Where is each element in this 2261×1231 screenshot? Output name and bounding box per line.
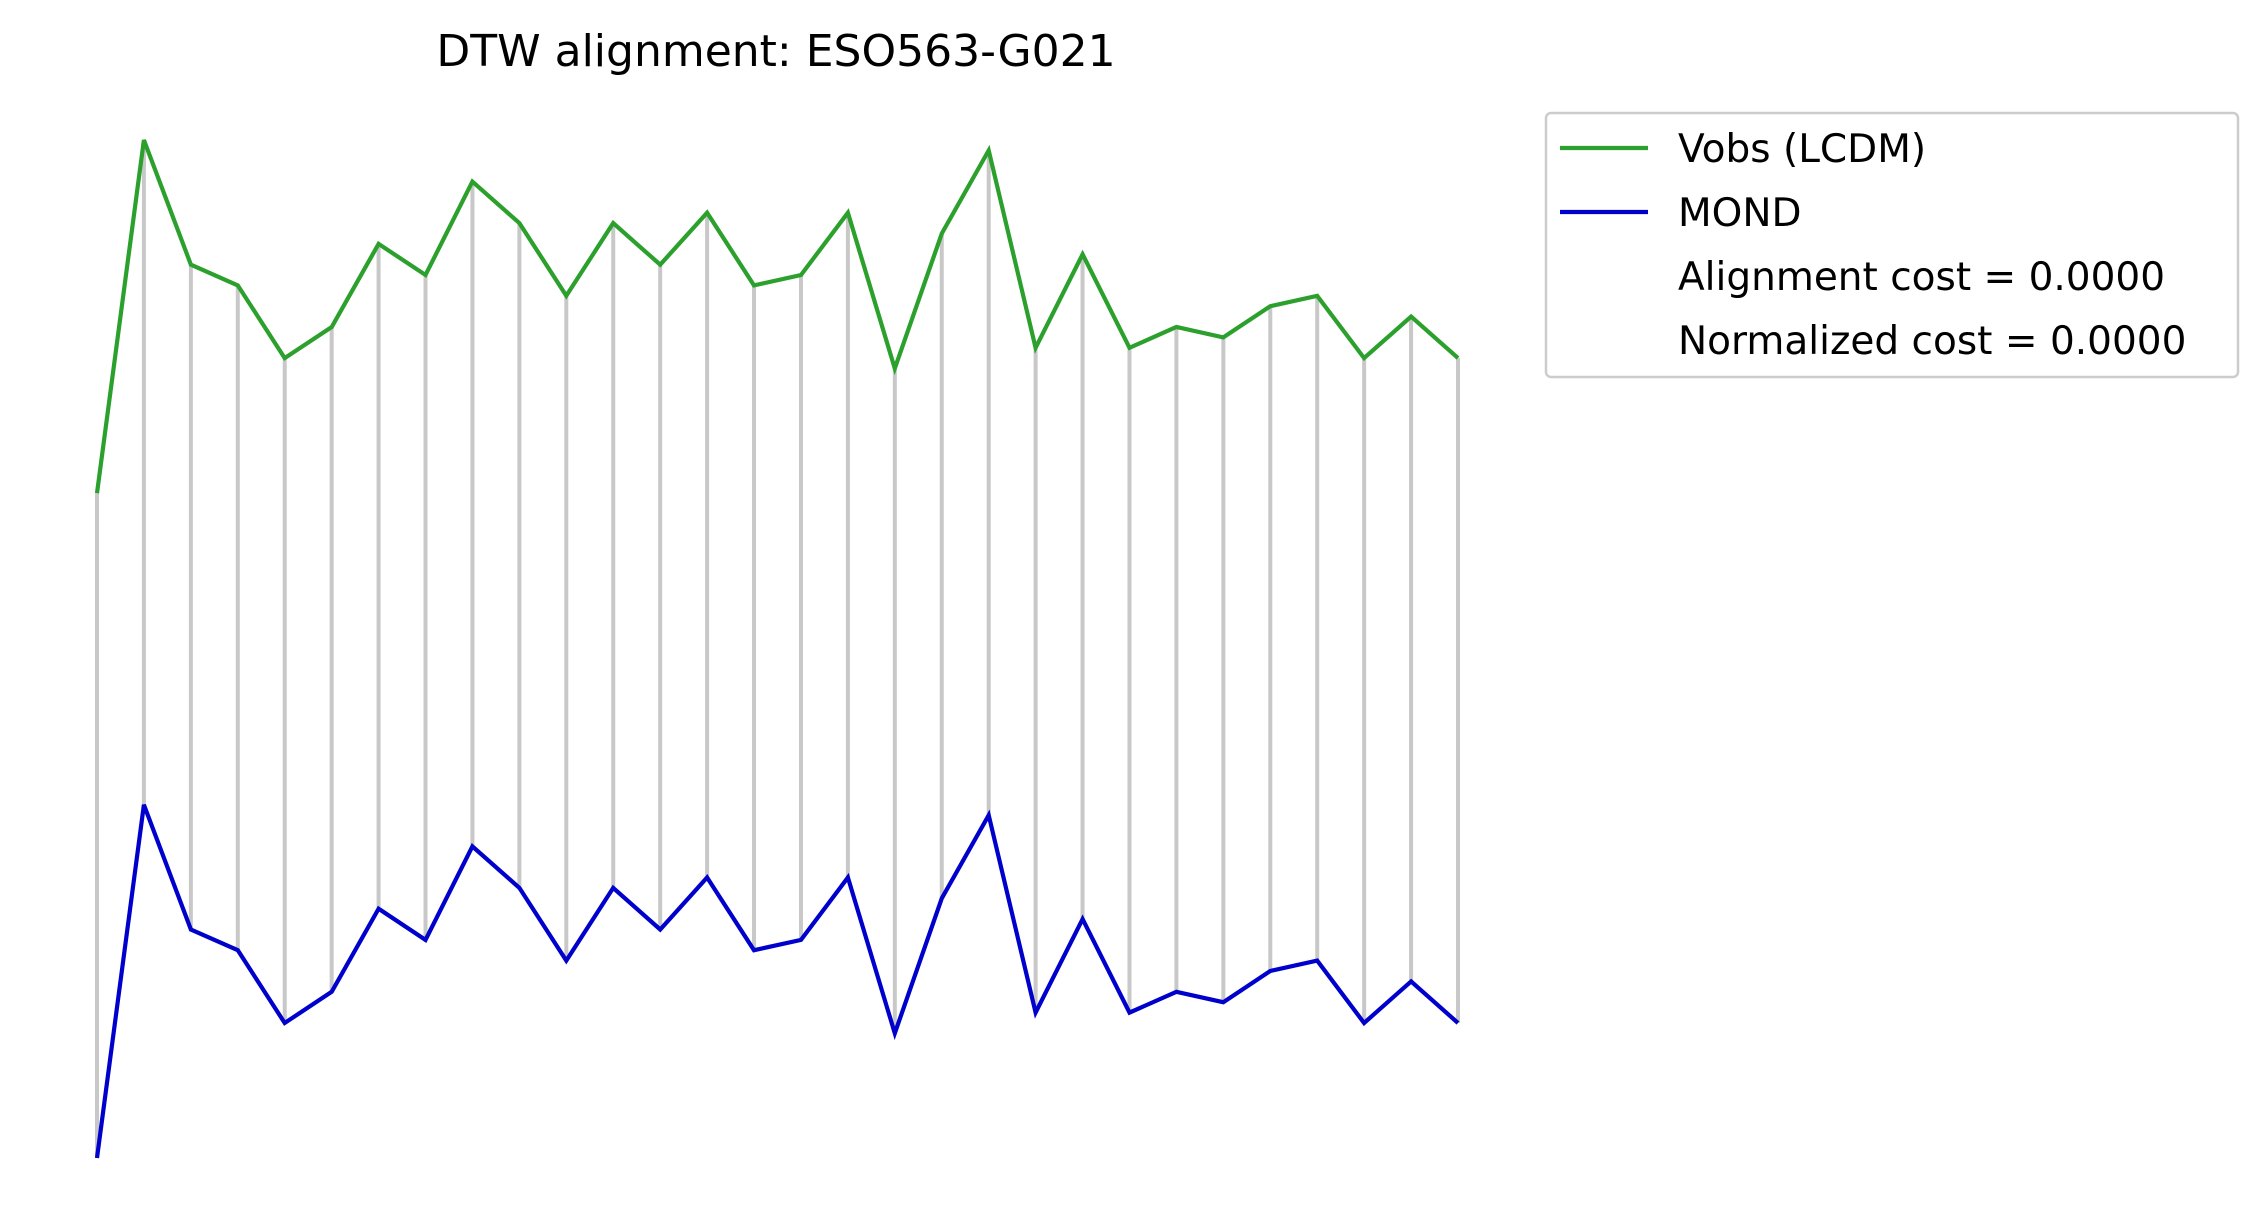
legend-label-2: Alignment cost = 0.0000 (1678, 255, 2165, 300)
chart-title: DTW alignment: ESO563-G021 (436, 26, 1115, 77)
alignment-lines (95, 140, 1460, 1158)
legend-label-0: Vobs (LCDM) (1678, 127, 1926, 172)
series-line-mond (94, 804, 1460, 1159)
legend-frame (1544, 111, 2240, 379)
legend-label-3: Normalized cost = 0.0000 (1678, 319, 2186, 364)
legend: Vobs (LCDM) MOND Alignment cost = 0.0000 No… (1544, 111, 2240, 379)
series-line-lcdm (94, 139, 1460, 494)
series-lines (94, 139, 1460, 1159)
legend-label-1: MOND (1678, 191, 1802, 236)
